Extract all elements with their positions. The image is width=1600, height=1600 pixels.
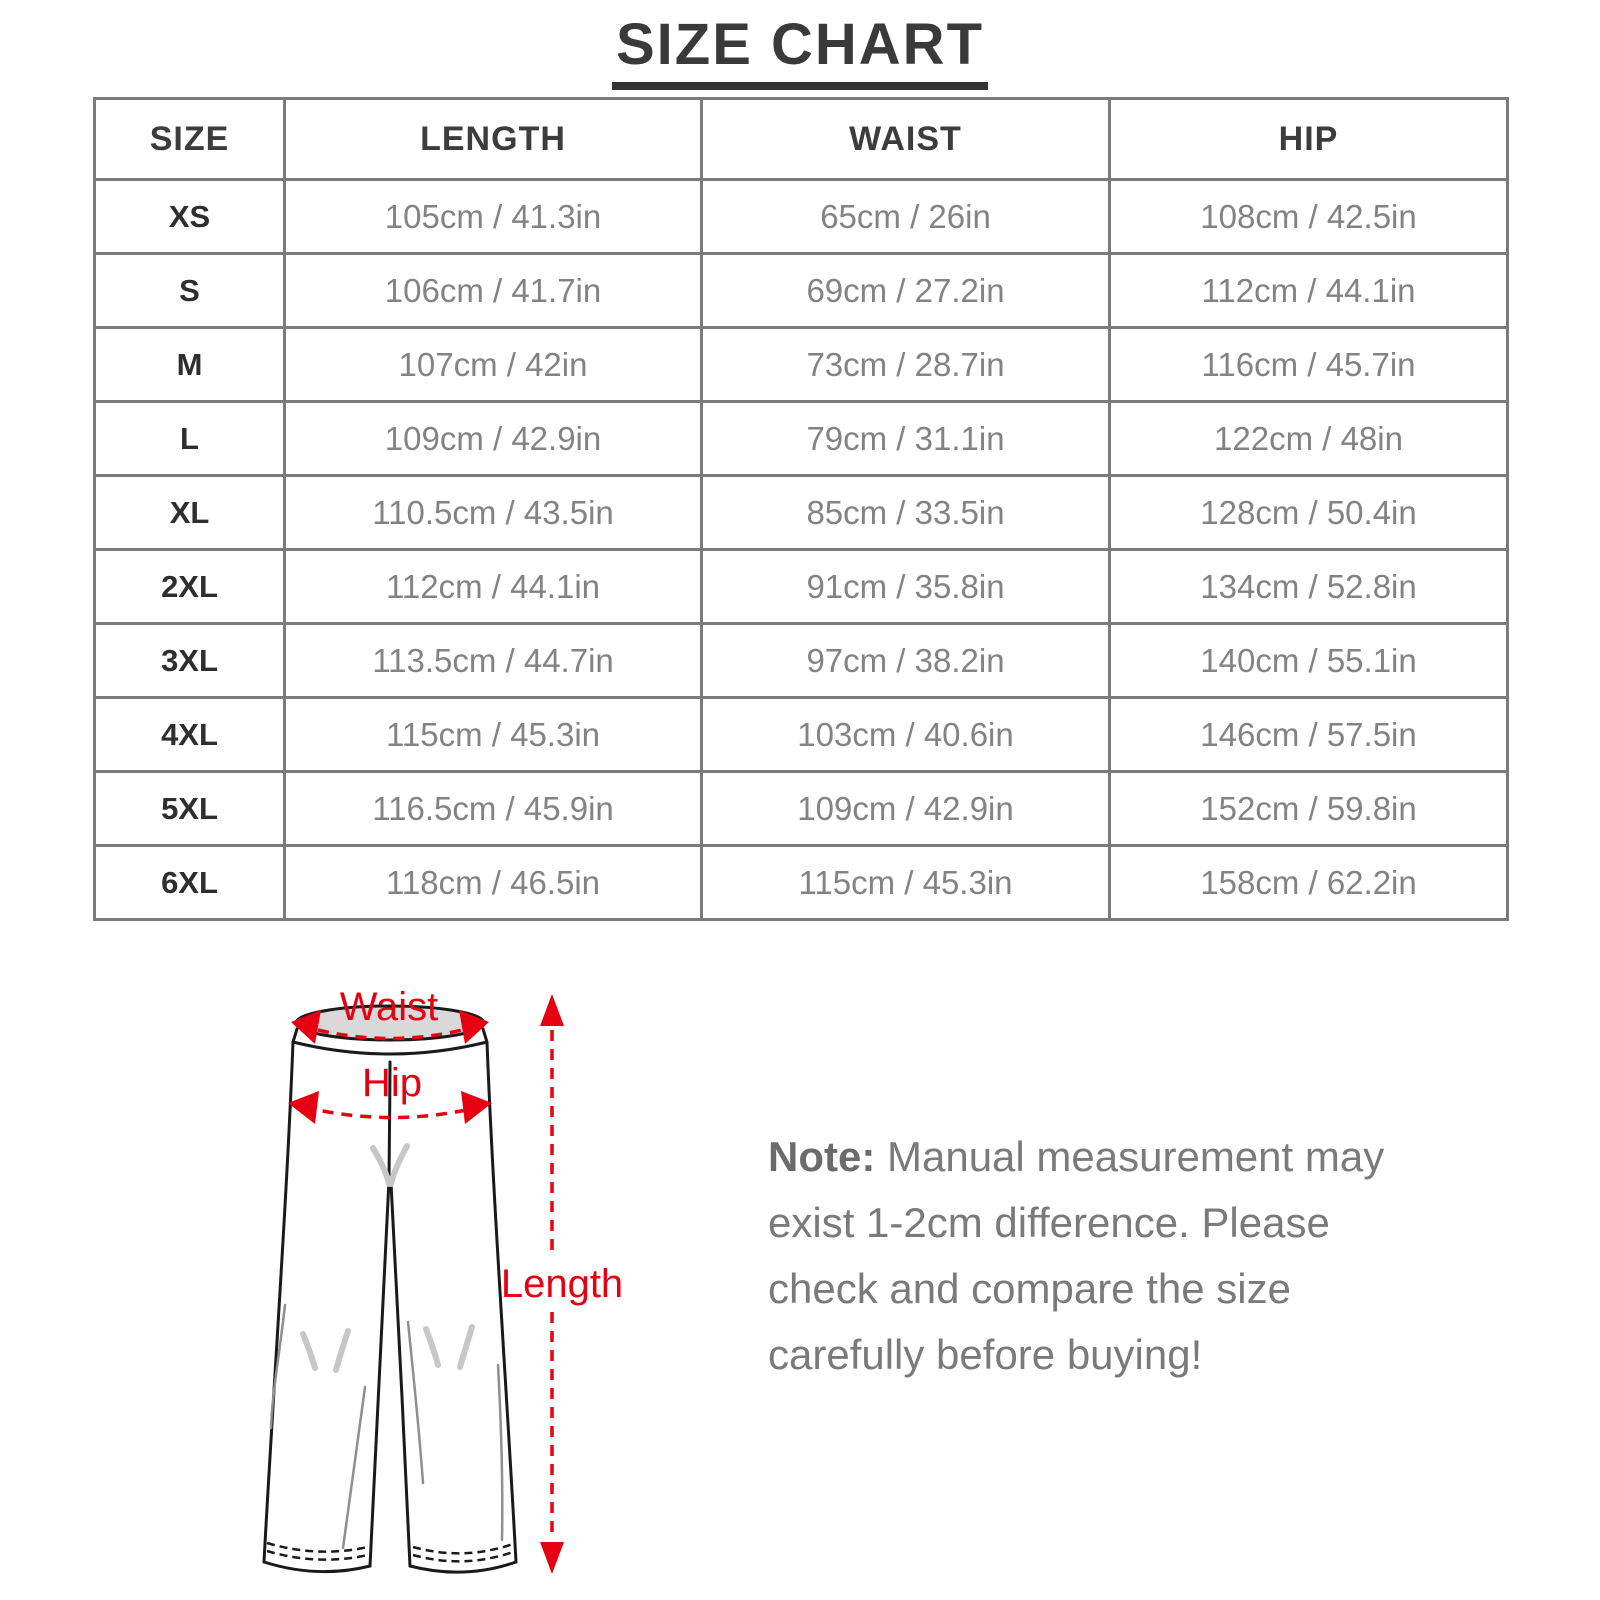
table-row: M 107cm / 42in 73cm / 28.7in 116cm / 45.… xyxy=(93,326,1509,403)
cell-waist: 97cm / 38.2in xyxy=(700,622,1111,699)
cell-hip: 134cm / 52.8in xyxy=(1108,548,1509,625)
cell-length: 118cm / 46.5in xyxy=(283,844,703,921)
cell-hip: 128cm / 50.4in xyxy=(1108,474,1509,551)
cell-waist: 65cm / 26in xyxy=(700,178,1111,255)
cell-length: 113.5cm / 44.7in xyxy=(283,622,703,699)
header-size: SIZE xyxy=(93,97,286,181)
waist-arrowhead-left xyxy=(291,1010,321,1044)
pants-measurement-diagram: Waist Hip Length xyxy=(262,985,623,1574)
cell-waist: 73cm / 28.7in xyxy=(700,326,1111,403)
header-waist: WAIST xyxy=(700,97,1111,181)
length-arrow xyxy=(540,994,564,1574)
cell-length: 115cm / 45.3in xyxy=(283,696,703,773)
cell-hip: 158cm / 62.2in xyxy=(1108,844,1509,921)
cell-waist: 115cm / 45.3in xyxy=(700,844,1111,921)
length-label: Length xyxy=(501,1262,623,1306)
table-row: 3XL 113.5cm / 44.7in 97cm / 38.2in 140cm… xyxy=(93,622,1509,699)
hip-arrow xyxy=(288,1091,492,1124)
waist-label: Waist xyxy=(340,985,439,1029)
cell-waist: 109cm / 42.9in xyxy=(700,770,1111,847)
title-wrap: SIZE CHART xyxy=(0,16,1600,90)
cell-hip: 122cm / 48in xyxy=(1108,400,1509,477)
hip-arrowhead-right xyxy=(461,1091,492,1124)
table-row: S 106cm / 41.7in 69cm / 27.2in 112cm / 4… xyxy=(93,252,1509,329)
cell-hip: 108cm / 42.5in xyxy=(1108,178,1509,255)
page-title: SIZE CHART xyxy=(612,16,988,90)
header-hip: HIP xyxy=(1108,97,1509,181)
hip-arrowhead-left xyxy=(288,1091,319,1124)
hip-label: Hip xyxy=(362,1061,422,1105)
cell-size: 3XL xyxy=(93,622,286,699)
cell-hip: 140cm / 55.1in xyxy=(1108,622,1509,699)
cell-waist: 91cm / 35.8in xyxy=(700,548,1111,625)
cell-size: S xyxy=(93,252,286,329)
cell-size: XS xyxy=(93,178,286,255)
length-arrowhead-up xyxy=(540,994,564,1026)
note-text: Note: Manual measurement may exist 1-2cm… xyxy=(768,1124,1393,1388)
header-length: LENGTH xyxy=(283,97,703,181)
cell-hip: 112cm / 44.1in xyxy=(1108,252,1509,329)
table-row: L 109cm / 42.9in 79cm / 31.1in 122cm / 4… xyxy=(93,400,1509,477)
cell-hip: 116cm / 45.7in xyxy=(1108,326,1509,403)
cell-length: 106cm / 41.7in xyxy=(283,252,703,329)
table-row: 5XL 116.5cm / 45.9in 109cm / 42.9in 152c… xyxy=(93,770,1509,847)
cell-waist: 69cm / 27.2in xyxy=(700,252,1111,329)
cell-length: 105cm / 41.3in xyxy=(283,178,703,255)
length-arrowhead-down xyxy=(540,1542,564,1574)
cell-length: 110.5cm / 43.5in xyxy=(283,474,703,551)
cell-size: 6XL xyxy=(93,844,286,921)
cell-hip: 146cm / 57.5in xyxy=(1108,696,1509,773)
cell-size: 2XL xyxy=(93,548,286,625)
table-header-row: SIZE LENGTH WAIST HIP xyxy=(93,97,1509,181)
size-table: SIZE LENGTH WAIST HIP XS 105cm / 41.3in … xyxy=(93,97,1509,921)
note-label: Note: xyxy=(768,1133,876,1180)
waist-arrowhead-right xyxy=(459,1010,489,1044)
cell-waist: 85cm / 33.5in xyxy=(700,474,1111,551)
cell-size: L xyxy=(93,400,286,477)
cell-length: 107cm / 42in xyxy=(283,326,703,403)
table-row: 6XL 118cm / 46.5in 115cm / 45.3in 158cm … xyxy=(93,844,1509,921)
waist-arrow xyxy=(291,1010,489,1044)
cell-size: XL xyxy=(93,474,286,551)
cell-length: 109cm / 42.9in xyxy=(283,400,703,477)
fabric-creases xyxy=(269,1143,504,1550)
cell-length: 116.5cm / 45.9in xyxy=(283,770,703,847)
pants-outline xyxy=(262,1004,518,1574)
cell-hip: 152cm / 59.8in xyxy=(1108,770,1509,847)
cell-length: 112cm / 44.1in xyxy=(283,548,703,625)
cell-waist: 103cm / 40.6in xyxy=(700,696,1111,773)
note-body: Manual measurement may exist 1-2cm diffe… xyxy=(768,1133,1385,1378)
table-row: 2XL 112cm / 44.1in 91cm / 35.8in 134cm /… xyxy=(93,548,1509,625)
cell-waist: 79cm / 31.1in xyxy=(700,400,1111,477)
table-row: XS 105cm / 41.3in 65cm / 26in 108cm / 42… xyxy=(93,178,1509,255)
table-row: 4XL 115cm / 45.3in 103cm / 40.6in 146cm … xyxy=(93,696,1509,773)
cell-size: 5XL xyxy=(93,770,286,847)
cell-size: 4XL xyxy=(93,696,286,773)
table-row: XL 110.5cm / 43.5in 85cm / 33.5in 128cm … xyxy=(93,474,1509,551)
cell-size: M xyxy=(93,326,286,403)
